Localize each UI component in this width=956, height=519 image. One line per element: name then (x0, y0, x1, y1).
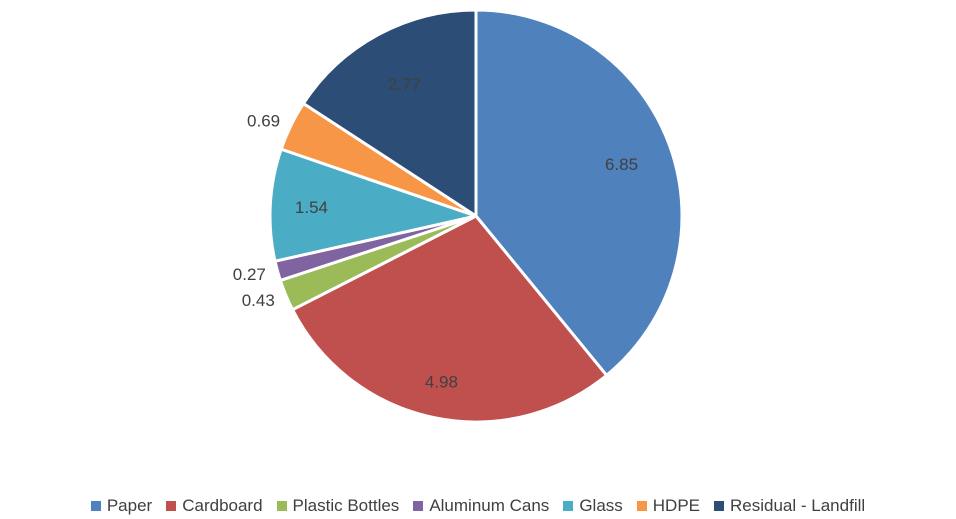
data-label-cardboard: 4.98 (425, 372, 458, 391)
legend-label: HDPE (652, 496, 701, 515)
legend-item-glass: Glass (563, 496, 623, 516)
legend-swatch (714, 501, 725, 511)
data-label-aluminum-cans: 0.27 (233, 265, 266, 284)
legend-label: Glass (579, 496, 623, 515)
pie-slice-cardboard (291, 214, 609, 424)
legend-item-cardboard: Cardboard (166, 496, 263, 516)
legend-label: Aluminum Cans (429, 496, 550, 515)
legend-item-aluminum-cans: Aluminum Cans (413, 496, 549, 516)
chart-legend: Paper Cardboard Plastic Bottles Aluminum Ca… (0, 494, 956, 518)
legend-item-paper: Paper (90, 496, 153, 516)
data-label-glass: 1.54 (295, 198, 328, 217)
legend-swatch (636, 501, 647, 511)
data-label-residual-landfill: 2.77 (388, 75, 421, 94)
data-label-paper: 6.85 (605, 155, 638, 174)
legend-swatch (90, 501, 101, 511)
legend-item-residual-landfill: Residual - Landfill (714, 496, 865, 516)
data-label-plastic-bottles: 0.43 (242, 291, 275, 310)
legend-label: Residual - Landfill (730, 496, 866, 515)
data-label-hdpe: 0.69 (247, 111, 280, 130)
legend-label: Cardboard (182, 496, 263, 515)
legend-swatch (166, 501, 177, 511)
legend-item-plastic-bottles: Plastic Bottles (276, 496, 400, 516)
legend-label: Paper (106, 496, 153, 515)
legend-swatch (563, 501, 574, 511)
legend-item-hdpe: HDPE (636, 496, 701, 516)
pie-slice-paper (474, 8, 684, 377)
legend-label: Plastic Bottles (292, 496, 400, 515)
pie-plot-area: 6.85 4.98 0.43 0.27 1.54 0.69 2.77 (233, 8, 684, 424)
pie-slice-residual-landfill (301, 8, 478, 218)
pie-slice-glass (268, 147, 478, 263)
legend-swatch (276, 501, 287, 511)
legend-swatch (413, 501, 424, 511)
